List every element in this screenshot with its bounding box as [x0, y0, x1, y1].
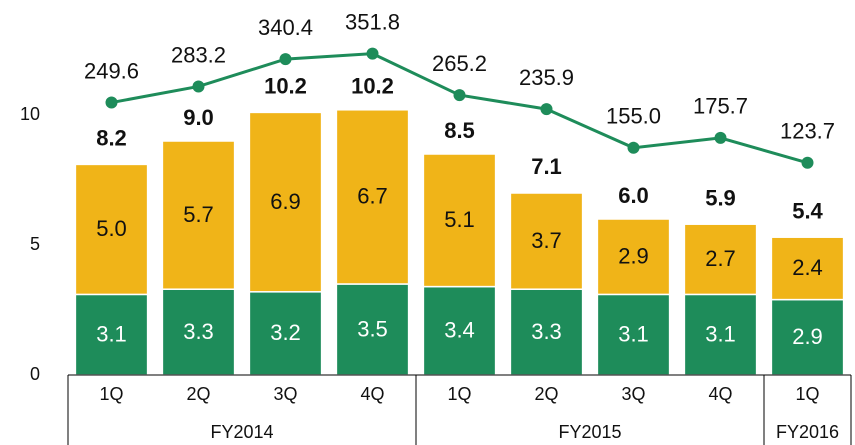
x-tick-label: 4Q [708, 384, 732, 404]
total-label: 5.4 [792, 198, 823, 223]
bar-segment [335, 109, 410, 285]
line-label: 351.8 [345, 9, 400, 34]
segment-label: 5.7 [183, 202, 214, 227]
segment-label: 3.5 [357, 316, 388, 341]
line-point [714, 131, 727, 144]
x-tick-label: 2Q [534, 384, 558, 404]
bar-segment [161, 288, 236, 376]
x-tick-label: 1Q [795, 384, 819, 404]
line-point [801, 156, 814, 169]
total-label: 9.0 [183, 105, 214, 130]
y-tick-label: 5 [30, 234, 40, 254]
line-label: 265.2 [432, 51, 487, 76]
segment-label: 5.0 [96, 216, 127, 241]
segment-label: 3.7 [531, 228, 562, 253]
bar-segment [74, 163, 149, 296]
line-label: 175.7 [693, 94, 748, 119]
total-label: 5.9 [705, 185, 736, 210]
x-tick-label: 2Q [186, 384, 210, 404]
total-label: 8.2 [96, 126, 127, 151]
segment-label: 6.9 [270, 189, 301, 214]
bar-segment [683, 223, 758, 296]
segment-label: 3.2 [270, 320, 301, 345]
total-label: 7.1 [531, 154, 562, 179]
bar-segment [683, 293, 758, 376]
group-label: FY2016 [776, 422, 839, 442]
x-tick-label: 3Q [273, 384, 297, 404]
x-tick-label: 4Q [360, 384, 384, 404]
y-tick-label: 0 [30, 364, 40, 384]
line-point [279, 53, 292, 66]
line-point [105, 96, 118, 109]
line-point [366, 47, 379, 60]
bar-segment [74, 293, 149, 376]
segment-label: 3.3 [183, 319, 214, 344]
total-label: 10.2 [351, 74, 394, 99]
total-label: 8.5 [444, 118, 475, 143]
x-tick-label: 1Q [99, 384, 123, 404]
line-point [540, 103, 553, 116]
bar-segment [770, 236, 845, 301]
bar-segment [596, 218, 671, 296]
bar-segment [509, 288, 584, 376]
line-point [192, 80, 205, 93]
segment-label: 2.9 [618, 244, 649, 269]
bar-segment [248, 111, 323, 293]
line-label: 340.4 [258, 15, 313, 40]
segment-label: 3.1 [618, 322, 649, 347]
segment-label: 2.7 [705, 246, 736, 271]
y-tick-label: 10 [20, 104, 40, 124]
line-point [627, 141, 640, 154]
total-label: 10.2 [264, 74, 307, 99]
line-label: 155.0 [606, 104, 661, 129]
bar-segment [422, 153, 497, 288]
segment-label: 3.3 [531, 319, 562, 344]
bar-segment [509, 192, 584, 290]
line-label: 283.2 [171, 42, 226, 67]
line-label: 123.7 [780, 119, 835, 144]
bar-segment [335, 283, 410, 376]
segment-label: 3.4 [444, 318, 475, 343]
bar-segment [161, 140, 236, 290]
segment-label: 5.1 [444, 207, 475, 232]
x-tick-label: 1Q [447, 384, 471, 404]
group-label: FY2014 [210, 422, 273, 442]
line-label: 235.9 [519, 65, 574, 90]
segment-label: 3.1 [96, 322, 127, 347]
segment-label: 3.1 [705, 322, 736, 347]
segment-label: 2.4 [792, 255, 823, 280]
group-label: FY2015 [558, 422, 621, 442]
segment-label: 6.7 [357, 184, 388, 209]
total-label: 6.0 [618, 183, 649, 208]
segment-label: 2.9 [792, 324, 823, 349]
line-point [453, 89, 466, 102]
x-tick-label: 3Q [621, 384, 645, 404]
line-label: 249.6 [84, 58, 139, 83]
